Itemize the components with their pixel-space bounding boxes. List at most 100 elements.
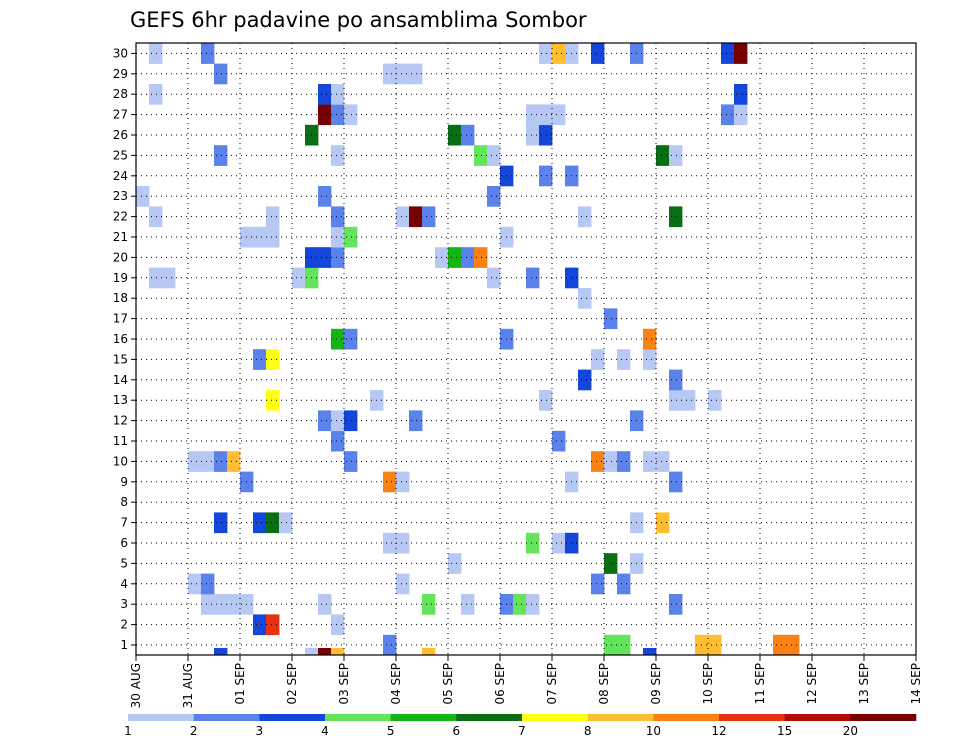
x-tick-label: 03 SEP [337,663,351,705]
heatmap-cell [201,451,215,472]
heatmap-cell [721,104,735,126]
heatmap-cell [201,594,215,615]
heatmap-cell [643,451,657,472]
colorbar-segment [456,714,523,721]
heatmap-cell [721,43,735,64]
heatmap-cell [305,648,319,656]
heatmap-cell [422,648,436,656]
x-tick-label: 02 SEP [285,663,299,705]
heatmap-cell [396,573,410,595]
colorbar-segment [784,714,851,721]
x-tick-label: 12 SEP [805,663,819,705]
heatmap-cell [201,43,215,64]
heatmap-cell [422,206,436,228]
y-tick-label: 7 [120,516,128,530]
heatmap-cell [318,186,332,207]
y-tick-label: 8 [120,495,128,509]
x-tick-label: 31 AUG [181,663,195,708]
heatmap-cell [682,390,696,411]
colorbar-legend: 1 2 3 4 5 6 7 8 10 12 15 20 [124,714,917,738]
colorbar-segment [587,714,654,721]
colorbar-label: 7 [518,724,526,738]
heatmap-cell [344,451,358,472]
chart-title: GEFS 6hr padavine po ansamblima Sombor [130,8,587,32]
colorbar-label: 8 [584,724,592,738]
heatmap-cell [578,206,592,228]
heatmap-cell [318,247,332,268]
y-tick-label: 11 [113,434,128,448]
colorbar-label: 6 [453,724,461,738]
x-tick-label: 09 SEP [649,663,663,705]
y-tick-label: 18 [113,291,128,305]
heatmap-cell [266,512,280,534]
heatmap-cell [214,512,228,534]
heatmap-cell [344,410,358,432]
heatmap-cell [331,328,345,350]
y-axis-member-ticks: 1234567891011121314151617181920212223242… [113,46,136,652]
heatmap-cell [344,104,358,126]
heatmap-cell [526,104,540,126]
heatmap-cell [669,369,683,391]
colorbar-label: 12 [711,724,726,738]
heatmap-cell [331,104,345,126]
y-tick-label: 21 [113,230,128,244]
heatmap-cell [279,512,293,534]
heatmap-cell [539,104,553,126]
colorbar-label: 10 [646,724,661,738]
heatmap-cell [409,63,423,85]
heatmap-cell [318,648,332,656]
heatmap-cell [383,532,397,554]
y-tick-label: 3 [120,597,128,611]
colorbar-label: 20 [843,724,858,738]
heatmap-cell [591,349,605,370]
y-tick-label: 25 [113,148,128,162]
heatmap-cell [318,104,332,126]
heatmap-cell [227,451,241,472]
x-tick-label: 01 SEP [233,663,247,705]
colorbar-label: 5 [387,724,395,738]
heatmap-cell [734,43,748,64]
heatmap-cell [591,43,605,64]
heatmap-cell [318,594,332,615]
heatmap-cell [318,84,332,105]
x-tick-label: 08 SEP [597,663,611,705]
heatmap-cell [643,328,657,350]
colorbar-segment [522,714,588,721]
heatmap-cell [617,451,631,472]
heatmap-cell [526,594,540,615]
heatmap-cell [539,390,553,411]
heatmap-cell [513,594,527,615]
heatmap-cell [409,410,423,432]
y-tick-label: 15 [113,352,128,366]
heatmap-cell [214,594,228,615]
heatmap-cell [487,267,501,289]
heatmap-cell [604,308,618,330]
y-tick-label: 17 [113,312,128,326]
heatmap-cell [669,594,683,615]
heatmap-cell [266,206,280,228]
heatmap-cell [149,84,163,105]
colorbar-segment [193,714,260,721]
heatmap-cell [643,349,657,370]
heatmap-cell [773,634,787,656]
heatmap-cell [253,512,267,534]
y-tick-label: 29 [113,67,128,81]
heatmap-cell [266,349,280,370]
heatmap-cell [331,247,345,268]
heatmap-cell [331,648,345,656]
heatmap-cell [526,267,540,289]
heatmap-cell [448,247,462,268]
colorbar-segment [128,714,194,721]
heatmap-cell [604,553,618,574]
x-axis-date-ticks: 30 AUG 31 AUG 01 SEP 02 SEP 03 SEP 04 SEP 05 S… [129,655,923,708]
colorbar-label: 3 [256,724,264,738]
heatmap-cell [149,267,163,289]
y-tick-label: 19 [113,271,128,285]
heatmap-cell [474,145,488,166]
heatmap-cells [136,43,800,656]
heatmap-cell [344,328,358,350]
heatmap-cell [591,573,605,595]
y-tick-label: 12 [113,414,128,428]
x-tick-label: 30 AUG [129,663,143,708]
y-tick-label: 27 [113,108,128,122]
